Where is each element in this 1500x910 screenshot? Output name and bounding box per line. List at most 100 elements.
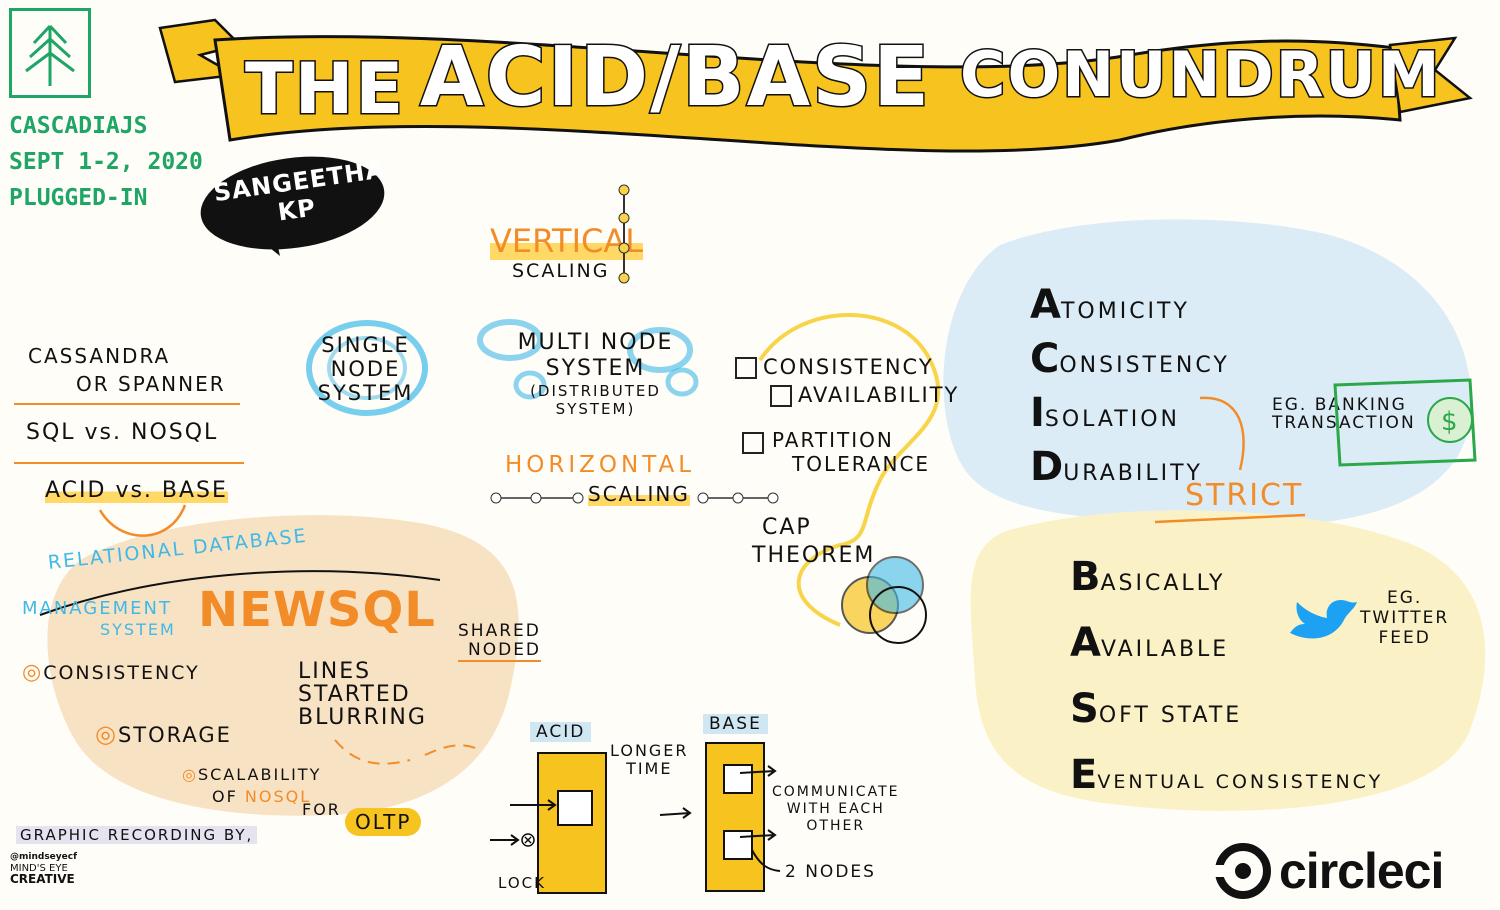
cap-theorem-line1: CAP: [762, 515, 812, 540]
base-letter-a: A: [1070, 620, 1101, 666]
longer-time: LONGER TIME: [610, 742, 689, 778]
acid-letter-i: I: [1030, 390, 1045, 436]
acid-letter-d: D: [1030, 444, 1064, 490]
single-node-line3: SYSTEM: [317, 381, 414, 405]
event-name: CASCADIAJS: [9, 113, 148, 139]
base-available: AVAILABLE: [1070, 614, 1383, 680]
newsql-nosql: NOSQL: [244, 787, 312, 806]
acid-node: [557, 790, 593, 826]
base-letter-e: E: [1070, 752, 1098, 798]
acid-consistency: CONSISTENCY: [1030, 336, 1230, 390]
base-basically: BASICALLY: [1070, 548, 1383, 614]
vertical-scaling-label: SCALING: [512, 260, 610, 282]
acid-isolation-rest: SOLATION: [1044, 407, 1180, 432]
checkbox-icon: [735, 357, 757, 379]
diagram-acid-label: ACID: [530, 722, 592, 742]
cap-partition-line2: TOLERANCE: [792, 452, 931, 476]
cap-consistency: CONSISTENCY: [735, 355, 934, 379]
newsql-for: FOR: [302, 800, 341, 819]
strict-underline: [1154, 513, 1306, 524]
newsql-consistency-label: CONSISTENCY: [43, 662, 200, 684]
event-logo: [9, 8, 91, 98]
twitter-line1: EG.: [1386, 588, 1423, 608]
circleci-logo-icon: [1215, 843, 1271, 899]
cap-partition: PARTITION TOLERANCE: [742, 428, 930, 476]
cap-partition-line1: PARTITION: [772, 428, 894, 452]
spiral-icon: ◎: [182, 765, 198, 784]
blur-line1: LINES: [298, 659, 372, 684]
credit-brand-line1: MIND'S EYE: [10, 863, 68, 874]
acid-atomicity: ATOMICITY: [1030, 282, 1230, 336]
twitter-line2: TWITTER: [1360, 608, 1450, 628]
base-letter-b: B: [1070, 554, 1101, 600]
twitter-example: EG. TWITTER FEED: [1360, 588, 1449, 648]
newsql-title: NEWSQL: [198, 582, 436, 638]
credit-brand: @mindseyecf MIND'S EYE CREATIVE: [10, 852, 77, 885]
comm-line1: COMMUNICATE: [772, 784, 900, 800]
title-word-conundrum: CONUNDRUM: [959, 37, 1442, 113]
base-node-2: [723, 830, 753, 860]
list-item-acid-base: ACID vs. BASE: [45, 478, 228, 503]
newsql-oltp: OLTP: [345, 808, 422, 836]
base-list: BASICALLY AVAILABLE SOFT STATE EVENTUAL …: [1070, 548, 1383, 812]
single-node-label: SINGLE NODE SYSTEM: [308, 333, 423, 405]
credit-label: GRAPHIC RECORDING BY,: [16, 826, 258, 844]
base-node-1: [723, 764, 753, 794]
multi-node-line2: SYSTEM: [545, 356, 646, 381]
acid-consistency-rest: ONSISTENCY: [1059, 353, 1230, 378]
lock-label: LOCK: [498, 874, 546, 892]
venn-diagram-icon: [841, 556, 927, 644]
acid-letter-c: C: [1030, 336, 1060, 382]
newsql-consistency: ◎CONSISTENCY: [22, 660, 200, 685]
circleci-wordmark: circleci: [1279, 843, 1444, 899]
base-basically-rest: ASICALLY: [1100, 571, 1226, 596]
event-dates: SEPT 1-2, 2020: [9, 149, 203, 175]
dollar-bill-icon: $: [1333, 378, 1477, 467]
acid-letter-a: A: [1030, 282, 1061, 328]
spanner-label: OR SPANNER: [76, 372, 226, 396]
base-eventual: EVENTUAL CONSISTENCY: [1070, 746, 1383, 812]
vertical-scaling-icon: [618, 184, 630, 284]
single-node-line2: NODE: [330, 357, 401, 381]
acid-isolation: ISOLATION: [1030, 390, 1230, 444]
checkbox-icon: [742, 432, 764, 454]
single-node-icon: [306, 320, 428, 416]
longer-line2: TIME: [626, 759, 673, 778]
twitter-bird-icon: [1290, 600, 1357, 639]
title-word-the: THE: [243, 47, 406, 132]
cap-theorem-label: CAP THEOREM: [752, 514, 875, 570]
base-available-rest: VAILABLE: [1100, 637, 1230, 662]
cap-availability: AVAILABILITY: [770, 383, 959, 407]
single-node-line1: SINGLE: [321, 333, 410, 357]
horizontal-scaling-label: SCALING: [588, 482, 690, 506]
rdbms-line3: SYSTEM: [100, 620, 176, 639]
credit-handle: @mindseyecf: [10, 852, 77, 862]
rdbms-line2: MANAGEMENT: [22, 598, 172, 619]
horizontal-label: HORIZONTAL: [505, 452, 696, 478]
comm-line2: WITH EACH: [786, 801, 885, 817]
base-eventual-rest: VENTUAL CONSISTENCY: [1097, 771, 1384, 793]
newsql-storage-label: STORAGE: [117, 723, 232, 747]
blur-line2: STARTED: [298, 682, 411, 707]
newsql-of: OF: [212, 787, 238, 806]
banking-line2: TRANSACTION: [1272, 413, 1416, 433]
cap-theorem-line2: THEOREM: [752, 543, 876, 568]
vertical-label: VERTICAL: [490, 222, 644, 260]
acid-atomicity-rest: TOMICITY: [1060, 299, 1190, 324]
acid-list: ATOMICITY CONSISTENCY ISOLATION DURABILI…: [1030, 282, 1230, 498]
multi-node-line4: SYSTEM): [555, 400, 636, 418]
cassandra-label: CASSANDRA: [28, 344, 171, 368]
diagram-acid-box: [537, 752, 607, 894]
title-word-acid-base: ACID/BASE: [418, 29, 932, 127]
list-item-sql-nosql: SQL vs. NOSQL: [26, 420, 219, 445]
lines-blurring: LINES STARTED BLURRING: [298, 660, 427, 729]
spiral-icon: ◎: [22, 660, 44, 685]
newsql-storage: ◎STORAGE: [95, 720, 232, 748]
shared-noded: SHARED NODED: [458, 622, 542, 662]
title-banner: [158, 18, 1473, 153]
multi-node-icon: [477, 319, 699, 400]
acid-durability-rest: URABILITY: [1063, 461, 1203, 486]
diagram-base-box: [705, 742, 765, 892]
circleci-logo: circleci: [1215, 842, 1444, 900]
